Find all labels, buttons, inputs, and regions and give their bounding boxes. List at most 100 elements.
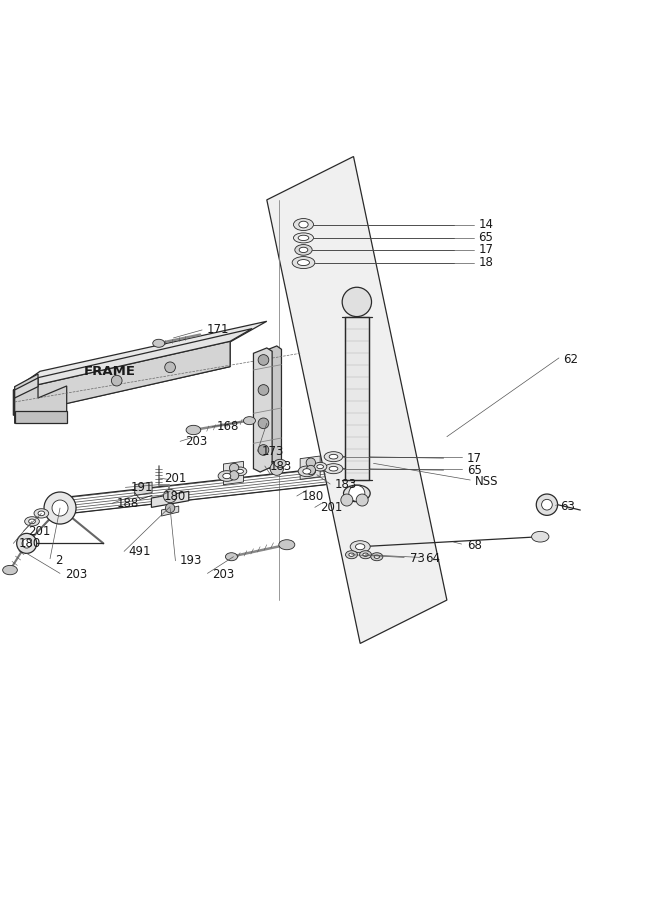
Polygon shape [15,328,252,390]
Ellipse shape [346,551,358,559]
Circle shape [44,492,76,524]
Ellipse shape [350,541,370,553]
Text: 68: 68 [467,539,482,552]
Circle shape [542,500,552,510]
Ellipse shape [225,553,237,561]
Text: 73: 73 [410,553,424,565]
Ellipse shape [297,259,309,266]
Ellipse shape [292,256,315,268]
Circle shape [163,490,177,503]
Ellipse shape [233,467,247,476]
Ellipse shape [299,221,308,228]
Ellipse shape [295,245,312,256]
Text: 171: 171 [207,323,229,337]
Text: 183: 183 [269,460,291,473]
Circle shape [17,534,37,554]
Circle shape [356,494,368,506]
Polygon shape [253,348,272,472]
Text: 14: 14 [478,218,493,231]
Ellipse shape [363,554,368,556]
Circle shape [342,287,372,317]
Ellipse shape [298,466,315,477]
Text: 201: 201 [164,472,187,484]
Ellipse shape [218,471,235,482]
Text: FRAME: FRAME [83,364,135,378]
Polygon shape [151,491,189,508]
Ellipse shape [329,454,338,459]
Polygon shape [13,321,267,390]
Text: 64: 64 [426,553,440,565]
Ellipse shape [274,459,286,467]
Circle shape [341,494,353,506]
Text: 173: 173 [262,445,285,458]
Polygon shape [345,317,369,480]
Text: 201: 201 [28,525,51,538]
Ellipse shape [329,466,338,471]
Ellipse shape [3,565,17,575]
Text: 2: 2 [55,554,62,567]
Text: 193: 193 [180,554,203,567]
Ellipse shape [303,469,311,474]
Polygon shape [300,456,320,480]
Circle shape [258,384,269,395]
Ellipse shape [349,554,354,556]
Ellipse shape [356,544,365,550]
Text: 203: 203 [65,568,87,581]
Circle shape [111,375,122,386]
Text: 191: 191 [131,481,153,494]
Text: 188: 188 [117,497,139,510]
Text: 62: 62 [564,353,578,365]
Circle shape [306,458,315,467]
Text: 203: 203 [185,435,207,448]
Circle shape [229,464,239,472]
Circle shape [258,445,269,455]
Text: 180: 180 [301,490,323,502]
Ellipse shape [153,339,165,347]
Ellipse shape [293,233,313,243]
Text: 17: 17 [478,243,493,256]
Text: 18: 18 [478,256,493,269]
Circle shape [22,539,31,548]
Ellipse shape [223,473,231,479]
Ellipse shape [344,485,370,501]
Polygon shape [15,411,67,423]
Text: 65: 65 [467,464,482,476]
Ellipse shape [324,464,343,473]
Polygon shape [263,346,281,470]
Text: 65: 65 [478,231,493,245]
Polygon shape [15,378,37,415]
Ellipse shape [317,464,323,469]
Circle shape [52,500,68,516]
Text: 203: 203 [212,568,234,581]
Text: 491: 491 [129,544,151,558]
Ellipse shape [293,219,313,230]
Text: 17: 17 [467,452,482,464]
Ellipse shape [374,555,380,558]
Polygon shape [15,374,67,423]
Text: 168: 168 [217,420,239,433]
Ellipse shape [299,248,308,253]
Ellipse shape [360,551,372,559]
Circle shape [165,503,175,513]
Circle shape [536,494,558,516]
Polygon shape [15,341,230,415]
Ellipse shape [186,426,201,435]
Text: 180: 180 [164,491,186,503]
Ellipse shape [243,417,255,425]
Polygon shape [223,462,243,485]
Ellipse shape [324,452,343,462]
Ellipse shape [298,235,309,240]
Text: 183: 183 [335,478,357,491]
Ellipse shape [29,519,35,524]
Circle shape [165,362,175,373]
Polygon shape [13,342,230,415]
Text: 201: 201 [320,501,343,514]
Ellipse shape [34,508,49,518]
Circle shape [270,462,283,475]
Circle shape [306,465,315,474]
Circle shape [229,471,239,480]
Circle shape [258,418,269,428]
Ellipse shape [38,511,45,516]
Ellipse shape [371,553,383,561]
Text: 63: 63 [560,500,575,513]
